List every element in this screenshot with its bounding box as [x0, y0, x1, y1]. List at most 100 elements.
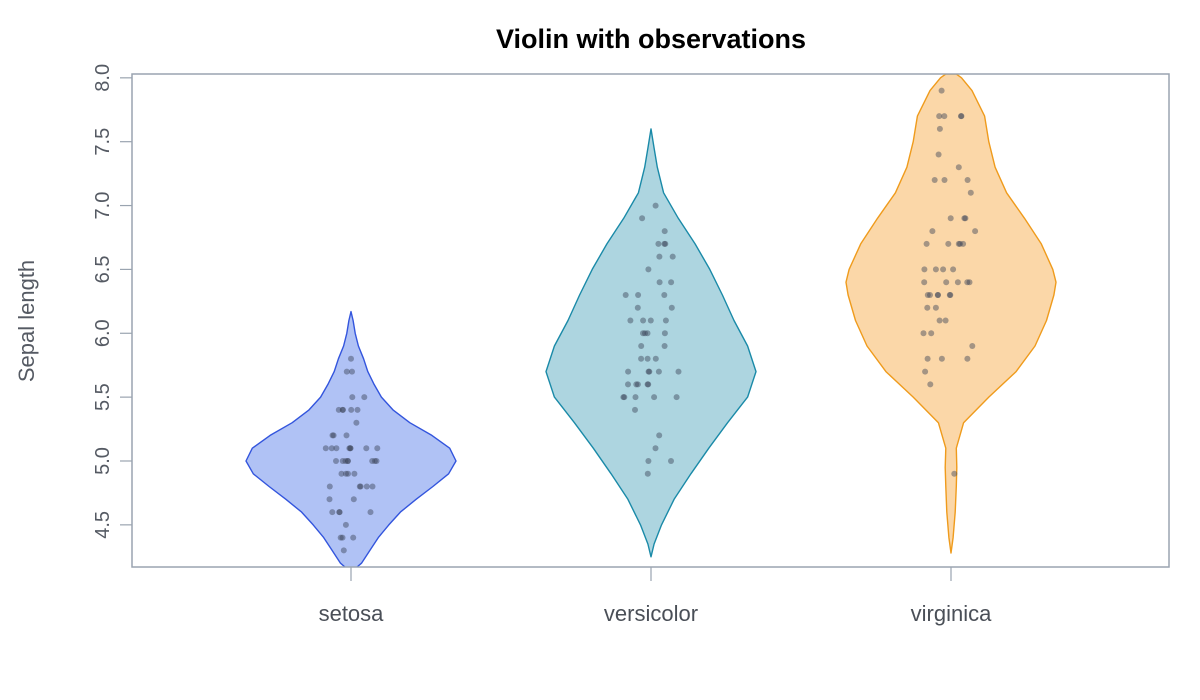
- observation-point: [357, 483, 364, 490]
- observation-point: [955, 164, 962, 171]
- observation-point: [972, 228, 979, 235]
- observation-point: [339, 458, 346, 464]
- observation-point: [662, 240, 669, 247]
- observation-point: [938, 355, 945, 362]
- observation-point: [655, 368, 662, 375]
- observation-point: [349, 394, 356, 401]
- observation-point: [348, 355, 354, 362]
- observation-point: [330, 432, 337, 439]
- violins-layer: [245, 74, 1057, 567]
- observation-point: [656, 253, 663, 260]
- y-tick-label: 8.0: [92, 64, 114, 92]
- observation-point: [363, 445, 370, 452]
- observation-point: [621, 394, 628, 401]
- observation-point: [343, 368, 350, 375]
- observation-point: [356, 483, 363, 490]
- observation-point: [622, 292, 629, 298]
- y-tick-label: 4.5: [92, 511, 114, 539]
- observation-point: [673, 394, 680, 401]
- observation-point: [941, 113, 948, 120]
- observation-point: [652, 202, 659, 209]
- observation-point: [661, 228, 668, 235]
- observation-point: [633, 381, 640, 388]
- category-label-versicolor: versicolor: [604, 601, 698, 626]
- observation-point: [958, 113, 965, 120]
- observation-point: [351, 470, 358, 477]
- observation-point: [374, 445, 381, 452]
- observation-point: [367, 509, 374, 516]
- observation-point: [932, 266, 939, 273]
- observation-point: [337, 534, 344, 541]
- observation-point: [927, 381, 934, 388]
- observation-point: [662, 317, 669, 324]
- observation-point: [635, 292, 642, 298]
- observation-point: [638, 343, 645, 349]
- observation-point: [371, 458, 378, 464]
- observation-point: [342, 458, 349, 464]
- observation-point: [328, 445, 335, 452]
- observation-point: [645, 266, 652, 273]
- observation-point: [962, 215, 969, 222]
- observation-point: [634, 381, 641, 388]
- observation-point: [924, 355, 931, 362]
- observation-point: [942, 317, 949, 324]
- observation-point: [936, 317, 943, 324]
- observation-point: [338, 470, 345, 477]
- observation-point: [347, 445, 354, 452]
- observation-point: [967, 189, 974, 196]
- observation-point: [322, 445, 329, 452]
- observation-point: [640, 330, 646, 337]
- observation-point: [339, 406, 346, 413]
- observation-point: [350, 534, 357, 541]
- observation-point: [668, 304, 675, 311]
- observation-point: [661, 330, 668, 337]
- chart-title: Violin with observations: [496, 24, 806, 54]
- observation-point: [655, 240, 662, 247]
- observation-point: [921, 266, 928, 273]
- observation-point: [958, 113, 964, 120]
- observation-point: [941, 177, 948, 183]
- observation-point: [638, 355, 645, 362]
- observation-point: [642, 330, 648, 337]
- observation-point: [922, 368, 929, 375]
- observation-point: [326, 483, 333, 490]
- observation-point: [339, 534, 346, 541]
- observation-point: [346, 445, 353, 452]
- observation-point: [921, 279, 928, 286]
- violin-versicolor: [545, 128, 757, 558]
- observation-point: [936, 113, 943, 120]
- observation-point: [927, 292, 933, 298]
- observation-point: [661, 292, 668, 298]
- observation-point: [960, 240, 967, 247]
- observation-point: [651, 394, 658, 401]
- observation-point: [342, 521, 349, 528]
- observation-point: [333, 458, 339, 464]
- observation-point: [947, 215, 954, 222]
- observation-point: [639, 215, 646, 222]
- observation-point: [946, 292, 953, 298]
- observation-point: [634, 304, 641, 311]
- observation-point: [344, 458, 351, 464]
- observation-point: [928, 330, 935, 337]
- observation-point: [369, 458, 376, 464]
- observation-point: [929, 228, 936, 235]
- observation-point: [923, 240, 930, 247]
- x-axis: setosa versicolor virginica: [319, 567, 992, 626]
- observation-point: [645, 368, 652, 375]
- observation-point: [333, 445, 340, 452]
- observation-point: [340, 547, 347, 554]
- observation-point: [335, 406, 342, 413]
- observation-point: [675, 368, 682, 375]
- observation-point: [644, 381, 651, 388]
- observation-point: [353, 419, 360, 426]
- observation-point: [344, 458, 351, 464]
- y-tick-label: 6.0: [92, 319, 114, 347]
- plot-frame: [131, 73, 1170, 568]
- observation-point: [373, 458, 380, 464]
- observation-point: [957, 240, 963, 247]
- observation-point: [647, 317, 654, 324]
- observation-point: [369, 483, 376, 490]
- observation-point: [661, 240, 668, 247]
- observation-point: [644, 355, 651, 362]
